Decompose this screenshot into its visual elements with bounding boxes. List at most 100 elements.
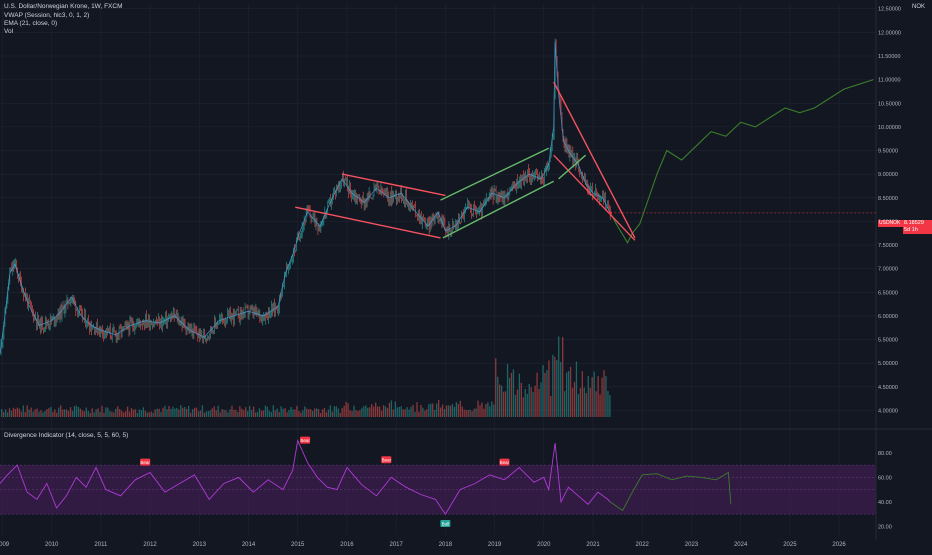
volume-bar [548,360,550,417]
volume-bar [493,404,495,417]
volume-bar [540,382,542,417]
volume-bar [44,411,46,417]
bear-label-box [381,456,392,464]
volume-bar [471,411,473,417]
series-line-projection [609,79,874,244]
volume-bar [34,409,36,417]
volume-bar [280,406,282,417]
volume-bar [321,409,324,417]
price-tag-value-box: 8.18529 5d 1h [903,220,932,234]
bull-label-box [440,519,451,527]
volume-bars [0,336,611,417]
volume-bar [176,407,178,417]
volume-bar [58,407,60,417]
volume-bar [325,412,328,417]
volume-bar [426,409,428,417]
legend-vol: Vol [4,28,14,35]
volume-bar [607,390,609,417]
volume-bar [445,405,448,417]
volume-bar [538,388,540,417]
volume-bar [119,409,121,417]
volume-bar [530,387,532,417]
volume-bar [101,405,103,417]
volume-bar [140,410,143,417]
volume-bar [573,382,576,417]
volume-bar [591,377,593,417]
volume-bar [254,412,257,417]
volume-bar [125,411,127,417]
volume-bar [343,405,345,417]
y-tick-label: 7.00000 [878,267,898,273]
volume-bar [438,399,440,417]
price-tag-sub: 5d 1h [904,227,918,233]
volume-bar [585,393,587,417]
volume-bar [376,406,379,417]
volume-bar [81,410,83,417]
volume-bar [589,387,591,417]
series-line-usdnok [0,41,611,354]
price-tag-value: 8.18529 [904,220,924,226]
volume-bar [77,407,80,417]
volume-bar [518,373,521,417]
x-tick-label: 2017 [389,542,403,548]
volume-bar [286,412,288,417]
x-tick-label: 2025 [783,542,797,548]
volume-bar [567,371,570,417]
volume-bar [142,407,145,417]
volume-bar [211,408,213,417]
volume-bar [306,408,308,417]
volume-bar [479,405,481,417]
volume-bar [282,408,284,417]
volume-bar [227,412,229,417]
volume-bar [115,408,117,417]
y-tick-label: 5.00000 [878,361,898,367]
volume-bar [430,403,432,417]
volume-bar [467,410,469,417]
volume-bar [313,408,316,417]
y-tick-label: 12.50000 [878,7,901,13]
volume-bar [223,409,225,417]
y-tick-label: 4.50000 [878,385,898,391]
volume-bar [491,401,493,417]
volume-bar [87,410,89,417]
volume-bar [60,405,62,417]
series-line-red-channel-top [341,173,446,197]
volume-bar [412,404,414,417]
x-tick-label: 2018 [439,542,453,548]
volume-bar [270,411,272,417]
volume-bar [191,409,194,417]
volume-bar [164,405,166,417]
volume-bar [457,403,459,417]
y-tick-label: 5.50000 [878,338,898,344]
volume-bar [292,409,294,417]
volume-bar [154,409,156,417]
volume-bar [353,405,355,417]
volume-bar [514,394,517,417]
volume-bar [56,412,58,417]
volume-bar [83,411,85,417]
volume-bar [434,410,436,417]
volume-bar [42,412,44,417]
volume-bar [105,407,107,417]
volume-bar [130,408,133,417]
volume-bar [312,411,314,417]
volume-bar [63,409,66,417]
volume-bar [489,406,491,417]
volume-bar [544,372,546,417]
volume-bar [345,401,347,417]
volume-bar [146,412,148,417]
volume-bar [473,408,475,417]
series-line-green-channel-bottom [442,180,555,239]
volume-bar [475,408,477,417]
legend-vwap: VWAP (Session, hlc3, 0, 1, 2) [4,12,90,19]
x-tick-label: 2013 [193,542,207,548]
bear-label-box [300,436,311,444]
y-tick-label: 6.50000 [878,290,898,296]
volume-bar [577,394,580,417]
volume-bar [93,412,95,417]
volume-bar [16,407,19,417]
volume-bar [583,387,585,417]
volume-bar [36,408,38,417]
volume-bar [103,412,105,417]
